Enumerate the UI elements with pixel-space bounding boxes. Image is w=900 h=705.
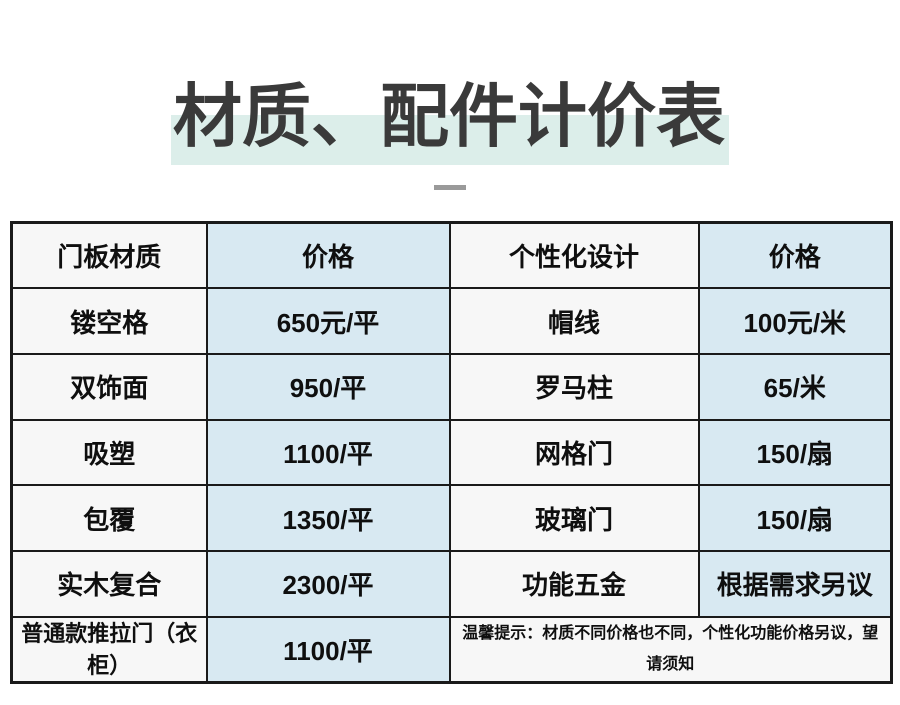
cell-material: 包覆	[10, 484, 208, 552]
page-title: 材质、配件计价表	[0, 82, 900, 165]
cell-price: 2300/平	[205, 549, 451, 618]
cell-price: 100元/米	[697, 287, 893, 355]
cell-price: 1100/平	[205, 615, 451, 684]
header-price-right: 价格	[697, 221, 893, 290]
table-row: 普通款推拉门（衣柜） 1100/平 温馨提示：材质不同价格也不同，个性化功能价格…	[10, 615, 893, 684]
cell-price: 150/扇	[697, 418, 893, 487]
cell-material: 实木复合	[10, 549, 208, 618]
cell-material: 吸塑	[10, 418, 208, 487]
cell-price: 1100/平	[205, 418, 451, 487]
cell-price: 1350/平	[205, 484, 451, 552]
table-row: 实木复合 2300/平 功能五金 根据需求另议	[10, 549, 893, 618]
cell-design: 功能五金	[448, 549, 700, 618]
table-row: 镂空格 650元/平 帽线 100元/米	[10, 287, 893, 355]
cell-material: 普通款推拉门（衣柜）	[10, 615, 208, 684]
notice-cell: 温馨提示：材质不同价格也不同，个性化功能价格另议，望请须知	[448, 615, 893, 684]
cell-price: 65/米	[697, 352, 893, 421]
cell-price: 950/平	[205, 352, 451, 421]
pricing-table: 门板材质 价格 个性化设计 价格 镂空格 650元/平 帽线 100元/米 双饰…	[10, 221, 893, 685]
page-title-text: 材质、配件计价表	[171, 82, 729, 165]
cell-material: 双饰面	[10, 352, 208, 421]
cell-material: 镂空格	[10, 287, 208, 355]
table-row: 吸塑 1100/平 网格门 150/扇	[10, 418, 893, 487]
cell-price: 150/扇	[697, 484, 893, 552]
table-row: 双饰面 950/平 罗马柱 65/米	[10, 352, 893, 421]
header-door-material: 门板材质	[10, 221, 208, 290]
cell-price: 根据需求另议	[697, 549, 893, 618]
header-price-left: 价格	[205, 221, 451, 290]
cell-design: 玻璃门	[448, 484, 700, 552]
cell-design: 罗马柱	[448, 352, 700, 421]
header-custom-design: 个性化设计	[448, 221, 700, 290]
table-row: 包覆 1350/平 玻璃门 150/扇	[10, 484, 893, 552]
cell-price: 650元/平	[205, 287, 451, 355]
title-block: 材质、配件计价表	[0, 0, 900, 190]
title-divider-dash	[434, 185, 466, 190]
cell-design: 网格门	[448, 418, 700, 487]
cell-design: 帽线	[448, 287, 700, 355]
table-header-row: 门板材质 价格 个性化设计 价格	[10, 221, 893, 290]
